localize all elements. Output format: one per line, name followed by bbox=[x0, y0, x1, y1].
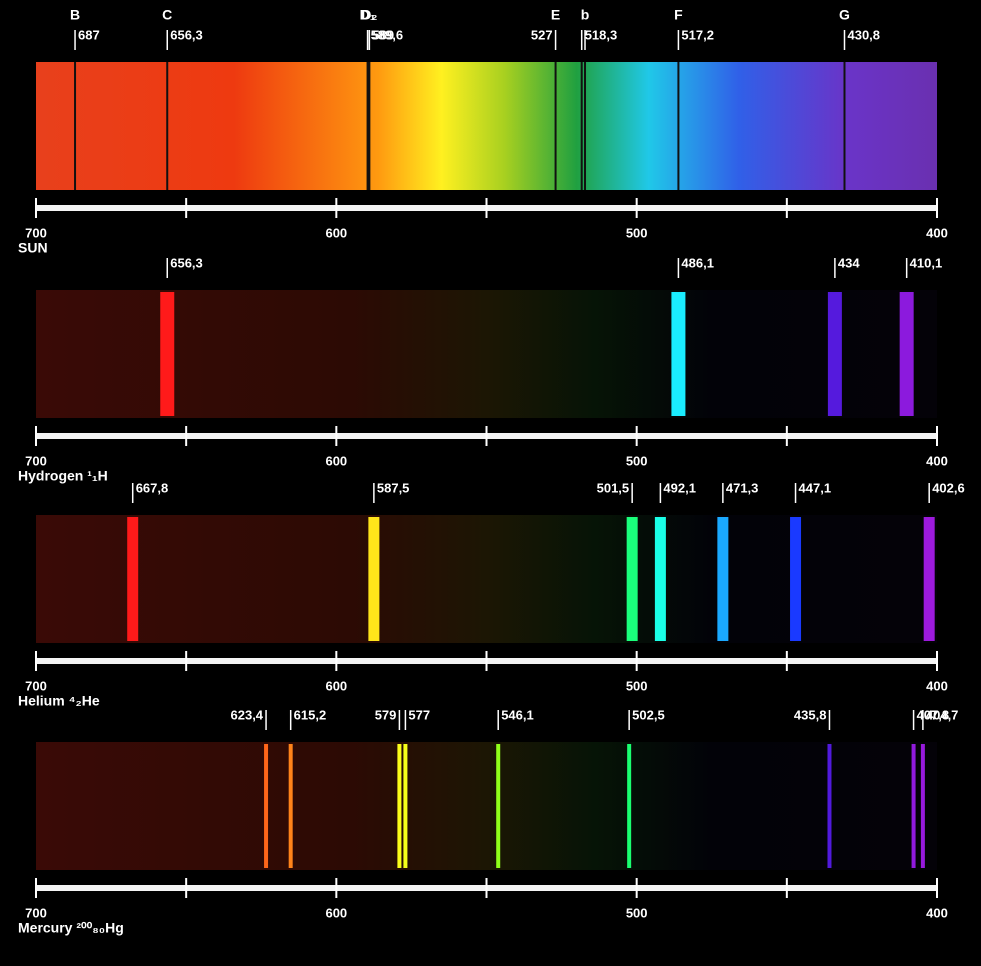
absorption-line bbox=[74, 62, 76, 190]
line-label: 687 bbox=[78, 27, 100, 42]
line-name: D₂ bbox=[361, 7, 377, 23]
x-tick-label: 400 bbox=[926, 678, 948, 693]
x-tick-label: 700 bbox=[25, 453, 47, 468]
line-label: 471,3 bbox=[726, 480, 759, 495]
emission-line bbox=[160, 292, 174, 416]
spectrum-name: Hydrogen ¹₁H bbox=[18, 468, 108, 484]
spectrum-band bbox=[36, 515, 937, 643]
line-label: 434 bbox=[838, 255, 860, 270]
x-tick-label: 400 bbox=[926, 225, 948, 240]
spectrum-name: Helium ⁴₂He bbox=[18, 693, 100, 709]
line-name: E bbox=[551, 7, 560, 23]
emission-line bbox=[828, 292, 842, 416]
x-tick-label: 500 bbox=[626, 678, 648, 693]
line-label: 667,8 bbox=[136, 480, 169, 495]
x-tick-label: 400 bbox=[926, 905, 948, 920]
line-label: 517,2 bbox=[681, 27, 714, 42]
x-tick-label: 700 bbox=[25, 225, 47, 240]
absorption-line bbox=[166, 62, 168, 190]
line-name: C bbox=[162, 7, 172, 23]
emission-line bbox=[403, 744, 407, 868]
x-tick-label: 700 bbox=[25, 678, 47, 693]
emission-line bbox=[671, 292, 685, 416]
absorption-line bbox=[584, 62, 586, 190]
x-tick-label: 500 bbox=[626, 225, 648, 240]
line-label: 656,3 bbox=[170, 27, 203, 42]
line-label: 615,2 bbox=[294, 707, 327, 722]
emission-line bbox=[924, 517, 935, 641]
emission-line bbox=[827, 744, 831, 868]
emission-line bbox=[496, 744, 500, 868]
absorption-line bbox=[555, 62, 557, 190]
line-name: b bbox=[581, 7, 590, 23]
absorption-line bbox=[677, 62, 679, 190]
emission-line bbox=[127, 517, 138, 641]
emission-line bbox=[655, 517, 666, 641]
line-label: 527 bbox=[531, 27, 553, 42]
x-tick-label: 600 bbox=[325, 678, 347, 693]
absorption-line bbox=[843, 62, 845, 190]
emission-line bbox=[912, 744, 916, 868]
emission-line bbox=[900, 292, 914, 416]
emission-line bbox=[627, 517, 638, 641]
line-name: B bbox=[70, 7, 80, 23]
line-label: 430,8 bbox=[847, 27, 880, 42]
line-label: 502,5 bbox=[632, 707, 665, 722]
x-tick-label: 500 bbox=[626, 905, 648, 920]
absorption-line bbox=[368, 62, 370, 190]
line-name: G bbox=[839, 7, 850, 23]
x-tick-label: 600 bbox=[325, 225, 347, 240]
spectrum-band bbox=[36, 62, 937, 190]
line-label: 623,4 bbox=[231, 707, 264, 722]
line-label: 577 bbox=[408, 707, 430, 722]
line-label: 579 bbox=[375, 707, 397, 722]
x-tick-label: 600 bbox=[325, 905, 347, 920]
emission-line bbox=[289, 744, 293, 868]
x-tick-label: 600 bbox=[325, 453, 347, 468]
line-label: 486,1 bbox=[681, 255, 714, 270]
x-tick-label: 700 bbox=[25, 905, 47, 920]
absorption-line bbox=[581, 62, 583, 190]
chart: 687B656,3C589,6D₁589D₂527E518,3b517,2F43… bbox=[0, 0, 981, 966]
emission-line bbox=[397, 744, 401, 868]
line-label: 447,1 bbox=[799, 480, 832, 495]
line-label: 492,1 bbox=[663, 480, 696, 495]
spectrum-band bbox=[36, 742, 937, 870]
line-label: 589 bbox=[372, 27, 394, 42]
emission-line bbox=[264, 744, 268, 868]
line-label: 404,7 bbox=[926, 707, 959, 722]
emission-line bbox=[368, 517, 379, 641]
line-label: 435,8 bbox=[794, 707, 827, 722]
spectrum-name: Mercury ²⁰⁰₈₀Hg bbox=[18, 920, 124, 936]
line-name: F bbox=[674, 7, 683, 23]
emission-line bbox=[790, 517, 801, 641]
x-tick-label: 400 bbox=[926, 453, 948, 468]
line-label: 518,3 bbox=[585, 27, 618, 42]
line-label: 501,5 bbox=[597, 480, 630, 495]
line-label: 546,1 bbox=[501, 707, 534, 722]
x-tick-label: 500 bbox=[626, 453, 648, 468]
line-label: 587,5 bbox=[377, 480, 410, 495]
absorption-line bbox=[367, 62, 369, 190]
emission-line bbox=[921, 744, 925, 868]
emission-line bbox=[717, 517, 728, 641]
line-label: 402,6 bbox=[932, 480, 965, 495]
page: 687B656,3C589,6D₁589D₂527E518,3b517,2F43… bbox=[0, 0, 981, 966]
spectrum-name: SUN bbox=[18, 240, 48, 256]
line-label: 656,3 bbox=[170, 255, 203, 270]
line-label: 410,1 bbox=[910, 255, 943, 270]
emission-line bbox=[627, 744, 631, 868]
